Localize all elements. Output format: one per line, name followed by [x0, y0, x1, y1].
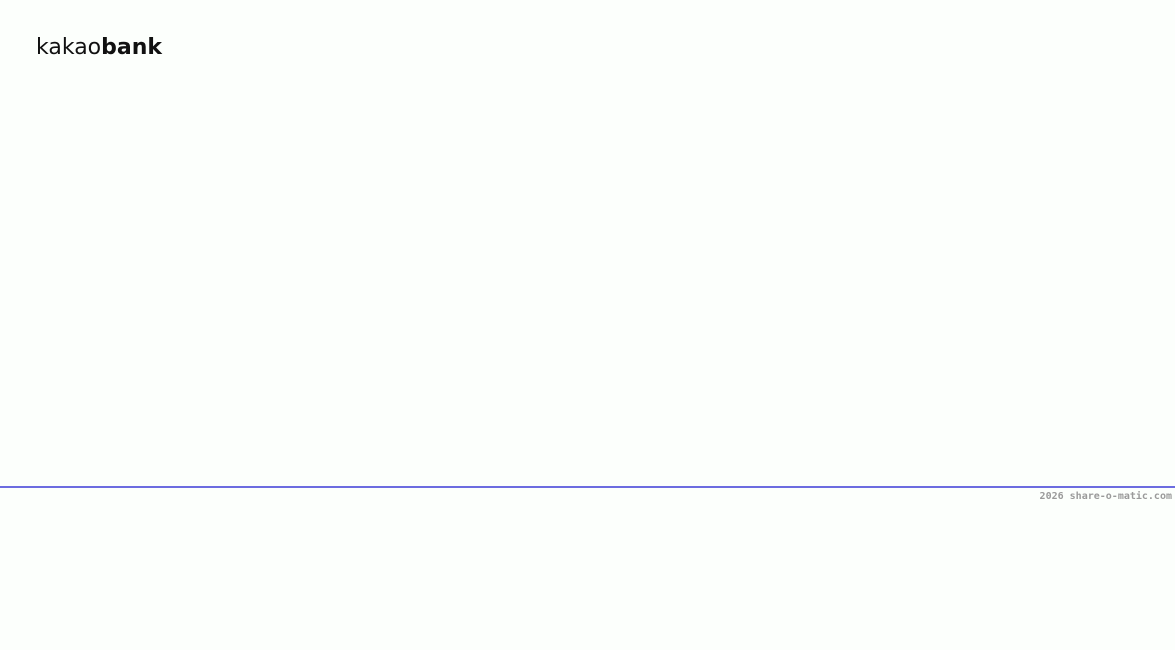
- logo: kakaobank: [36, 35, 163, 60]
- logo-light: kakao: [36, 35, 101, 60]
- logo-bold: bank: [101, 35, 163, 60]
- credit: 2026 share-o-matic.com: [1040, 490, 1172, 502]
